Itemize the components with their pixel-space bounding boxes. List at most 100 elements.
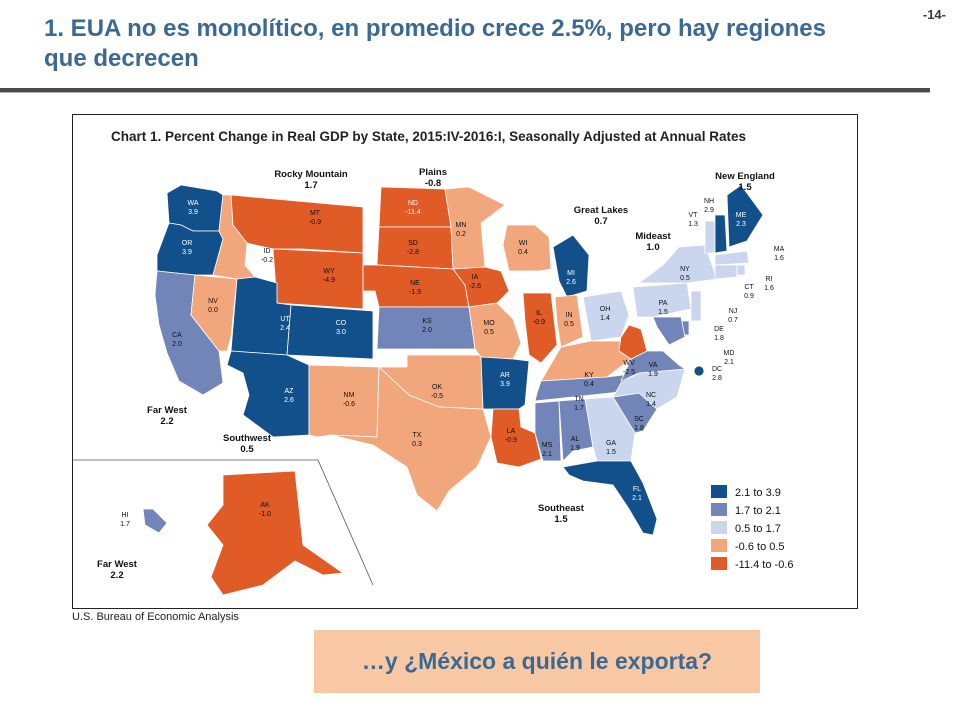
region-value-farwest: 2.2 bbox=[160, 416, 173, 427]
region-value-rocky: 1.7 bbox=[304, 180, 317, 191]
state-label-ne: NE -1.9 bbox=[409, 280, 421, 296]
state-ms bbox=[534, 400, 562, 462]
state-value-md: 2.1 bbox=[724, 359, 734, 366]
state-label-vt: VT 1.3 bbox=[688, 212, 698, 228]
state-label-ga: GA 1.5 bbox=[606, 440, 616, 456]
us-state-map: Chart 1. Percent Change in Real GDP by S… bbox=[73, 129, 794, 596]
state-label-ok: OK -0.5 bbox=[431, 384, 443, 400]
state-value-or: 3.9 bbox=[182, 249, 192, 256]
state-wv bbox=[618, 324, 648, 360]
legend-label-1: 2.1 to 3.9 bbox=[735, 487, 781, 499]
region-label-southwest: Southwest 0.5 bbox=[223, 433, 272, 455]
state-label-ak: AK -1.0 bbox=[259, 502, 271, 518]
state-label-ma: MA 1.6 bbox=[774, 246, 785, 262]
state-value-tx: 0.3 bbox=[412, 441, 422, 448]
state-value-nm: -0.6 bbox=[343, 401, 355, 408]
region-labels: Rocky Mountain 1.7 Plains -0.8 Great Lakes… bbox=[97, 167, 775, 581]
state-value-oh: 1.4 bbox=[600, 315, 610, 322]
state-value-nc: 1.4 bbox=[646, 401, 656, 408]
state-abbr-nh: NH bbox=[704, 198, 714, 205]
state-value-fl: 2.1 bbox=[632, 495, 642, 502]
state-label-tx: TX 0.3 bbox=[412, 432, 422, 448]
state-abbr-mt: MT bbox=[310, 210, 321, 217]
state-abbr-ca: CA bbox=[172, 332, 182, 339]
state-label-ut: UT 2.4 bbox=[280, 316, 290, 332]
state-abbr-al: AL bbox=[571, 436, 580, 443]
gdp-map-figure: Chart 1. Percent Change in Real GDP by S… bbox=[72, 114, 858, 609]
state-ia bbox=[452, 266, 510, 308]
state-value-id: -0.2 bbox=[261, 257, 273, 264]
state-label-wy: WY -4.9 bbox=[323, 268, 335, 284]
state-label-al: AL 1.9 bbox=[570, 436, 580, 452]
state-abbr-nv: NV bbox=[208, 298, 218, 305]
state-value-mt: -0.9 bbox=[309, 219, 321, 226]
region-label-great-lakes: Great Lakes 0.7 bbox=[574, 205, 628, 227]
source-note: U.S. Bureau of Economic Analysis bbox=[72, 611, 239, 623]
region-label-plains: Plains -0.8 bbox=[419, 167, 447, 189]
state-label-ar: AR 3.9 bbox=[500, 372, 510, 388]
state-al bbox=[558, 398, 594, 462]
state-value-co: 3.0 bbox=[336, 329, 346, 336]
state-value-sc: 1.8 bbox=[634, 425, 644, 432]
state-label-in: IN 0.5 bbox=[564, 312, 574, 328]
state-label-nv: NV 0.0 bbox=[208, 298, 218, 314]
state-abbr-va: VA bbox=[649, 362, 658, 369]
state-label-wv: WV -2.5 bbox=[623, 360, 635, 376]
state-label-sc: SC 1.8 bbox=[634, 416, 644, 432]
state-abbr-nj: NJ bbox=[729, 308, 738, 315]
state-value-nd: -11.4 bbox=[405, 209, 421, 216]
state-az bbox=[226, 350, 310, 438]
state-abbr-co: CO bbox=[336, 320, 347, 327]
state-label-md: MD 2.1 bbox=[724, 350, 735, 366]
state-label-id: ID -0.2 bbox=[261, 248, 273, 264]
state-label-il: IL -0.9 bbox=[533, 310, 545, 326]
state-value-ri: 1.6 bbox=[764, 285, 774, 292]
state-abbr-fl: FL bbox=[633, 486, 641, 493]
state-label-la: LA -0.9 bbox=[505, 428, 517, 444]
state-value-ky: 0.4 bbox=[584, 381, 594, 388]
state-value-ok: -0.5 bbox=[431, 393, 443, 400]
state-value-ga: 1.5 bbox=[606, 449, 616, 456]
state-abbr-ok: OK bbox=[432, 384, 442, 391]
state-nd bbox=[378, 186, 452, 228]
state-ct bbox=[714, 264, 738, 280]
state-fl bbox=[562, 460, 658, 536]
state-label-ky: KY 0.4 bbox=[584, 372, 594, 388]
state-abbr-la: LA bbox=[507, 428, 516, 435]
state-value-hi: 1.7 bbox=[120, 521, 130, 528]
state-abbr-ct: CT bbox=[744, 284, 754, 291]
state-me bbox=[726, 184, 764, 248]
state-vt bbox=[704, 220, 716, 254]
state-label-de: DE 1.8 bbox=[714, 326, 724, 342]
inset-frame bbox=[73, 459, 374, 586]
legend-swatch-4 bbox=[711, 539, 727, 552]
state-abbr-mi: MI bbox=[567, 270, 575, 277]
state-label-az: AZ 2.6 bbox=[284, 388, 294, 404]
state-value-la: -0.9 bbox=[505, 437, 517, 444]
state-abbr-ia: IA bbox=[472, 274, 479, 281]
region-label-southeast: Southeast 1.5 bbox=[538, 503, 585, 525]
region-name-southeast: Southeast bbox=[538, 503, 585, 514]
region-name-plains: Plains bbox=[419, 167, 447, 178]
state-value-ar: 3.9 bbox=[500, 381, 510, 388]
state-abbr-sd: SD bbox=[408, 240, 418, 247]
legend-label-3: 0.5 to 1.7 bbox=[735, 523, 781, 535]
legend-swatch-3 bbox=[711, 521, 727, 534]
state-value-nh: 2.9 bbox=[704, 207, 714, 214]
state-value-ms: 2.1 bbox=[542, 451, 552, 458]
region-name-farwest: Far West bbox=[147, 405, 188, 416]
slide-title: 1. EUA no es monolítico, en promedio cre… bbox=[44, 15, 826, 72]
region-label-far-west-inset: Far West 2.2 bbox=[97, 559, 138, 581]
state-nj bbox=[690, 290, 702, 322]
state-label-tn: TN 1.7 bbox=[574, 396, 584, 412]
state-value-nj: 0.7 bbox=[728, 317, 738, 324]
state-abbr-tn: TN bbox=[574, 396, 583, 403]
state-label-dc: DC 2.8 bbox=[712, 366, 722, 382]
state-mi bbox=[552, 234, 590, 298]
state-label-ny: NY 0.5 bbox=[680, 266, 690, 282]
state-value-mo: 0.5 bbox=[484, 329, 494, 336]
map-legend: 2.1 to 3.9 1.7 to 2.1 0.5 to 1.7 -0.6 to… bbox=[711, 485, 794, 571]
state-value-pa: 1.5 bbox=[658, 309, 668, 316]
state-label-ca: CA 2.0 bbox=[172, 332, 182, 348]
state-label-hi: HI 1.7 bbox=[120, 512, 130, 528]
